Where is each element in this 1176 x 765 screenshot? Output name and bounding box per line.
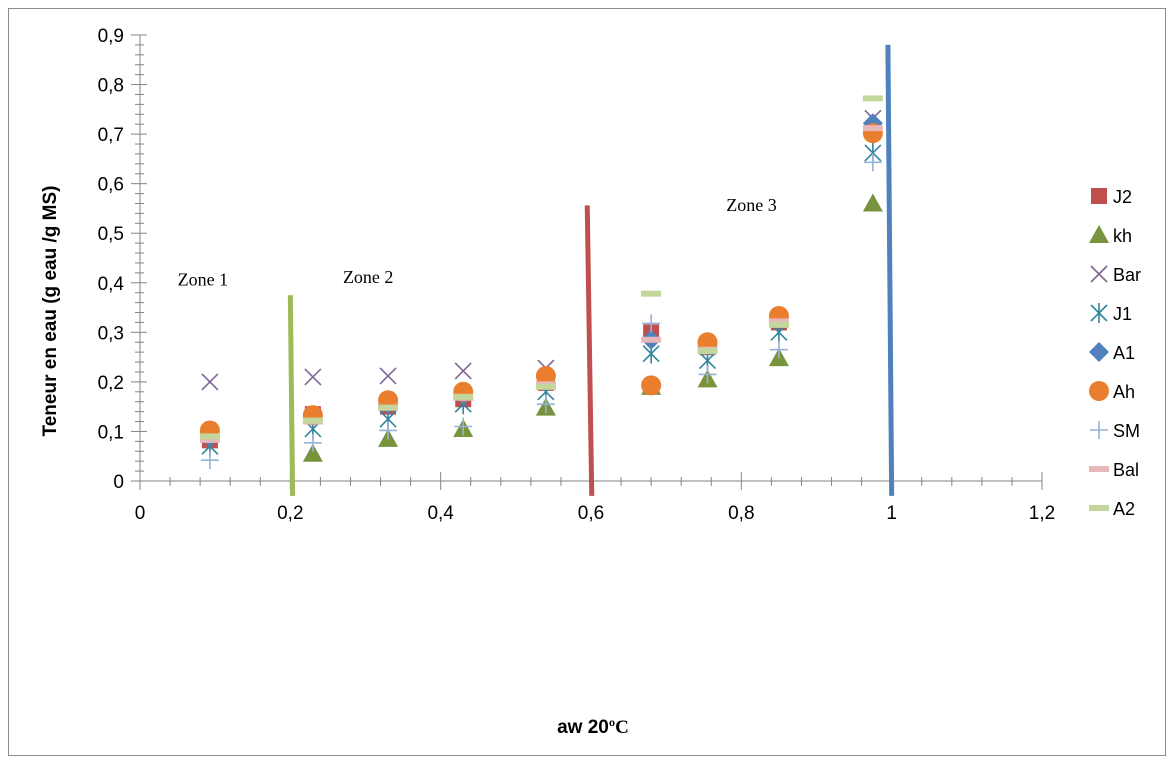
data-point	[199, 436, 220, 443]
x-axis-title-main: aw 20	[557, 717, 609, 738]
legend-swatch	[1090, 421, 1108, 439]
legend-label: Bar	[1113, 265, 1141, 285]
data-point	[304, 368, 322, 386]
data-point	[768, 321, 789, 328]
chart-frame: 0 0,1 0,2 0,3 0,4 0,5 0,6 0,7 0,8 0,9 0 0,2 0,4 0,6 0,…	[8, 8, 1166, 756]
y-tick-label: 0,2	[98, 373, 124, 394]
scatter-chart: 0 0,1 0,2 0,3 0,4 0,5 0,6 0,7 0,8 0,9 0 0,2 0,4 0,6 0,…	[40, 26, 1141, 738]
data-point	[378, 404, 399, 411]
legend-item: A1	[1089, 342, 1135, 363]
data-point	[862, 125, 883, 132]
legend-label: A2	[1113, 499, 1135, 519]
legend-item: J1	[1090, 303, 1132, 324]
legend-swatch	[1090, 265, 1108, 283]
data-point	[302, 417, 323, 424]
zone-label: Zone 2	[343, 267, 393, 287]
data-point	[862, 193, 883, 212]
legend: J2 kh Bar J1 A1 Ah SM Bal A2	[1089, 187, 1141, 519]
data-point	[863, 153, 882, 172]
data-point	[379, 367, 397, 385]
data-point	[641, 290, 662, 297]
tick-labels: 0 0,1 0,2 0,3 0,4 0,5 0,6 0,7 0,8 0,9 0 0,2 0,4 0,6 0,…	[98, 26, 1056, 524]
data-point	[862, 95, 883, 102]
y-axis-title: Teneur en eau (g eau /g MS)	[40, 186, 61, 437]
data-point	[768, 318, 789, 325]
x-tick-label: 0,2	[277, 503, 303, 524]
y-tick-label: 0,4	[98, 274, 125, 295]
data-point	[303, 433, 322, 452]
x-axis-title-unit: ºC	[609, 717, 629, 738]
data-point	[199, 433, 220, 440]
data-point	[454, 362, 472, 380]
legend-label: J2	[1113, 187, 1132, 207]
series-sm	[200, 153, 882, 470]
data-point	[536, 395, 555, 414]
legend-label: kh	[1113, 226, 1132, 246]
legend-label: SM	[1113, 421, 1140, 441]
x-tick-label: 0	[135, 503, 146, 524]
data-point	[698, 365, 717, 384]
legend-swatch	[1090, 303, 1108, 323]
zone-boundary-line	[584, 205, 595, 496]
legend-item: Bal	[1089, 460, 1139, 480]
y-tick-label: 0,1	[98, 422, 124, 443]
legend-item: J2	[1091, 187, 1132, 207]
y-tick-label: 0,7	[98, 125, 124, 146]
data-point	[535, 383, 556, 390]
x-tick-label: 0,8	[728, 503, 754, 524]
zone-label: Zone 3	[726, 195, 776, 215]
zone-boundary-line	[885, 44, 895, 496]
legend-swatch	[1091, 188, 1107, 204]
legend-label: Ah	[1113, 382, 1135, 402]
legend-swatch	[1089, 505, 1109, 511]
x-tick-label: 1	[886, 503, 897, 524]
data-point	[302, 443, 323, 462]
x-tick-label: 0,4	[427, 503, 454, 524]
legend-item: kh	[1089, 225, 1132, 246]
x-axis-title: aw 20ºC	[557, 717, 629, 738]
data-point	[454, 417, 473, 436]
legend-label: Bal	[1113, 460, 1139, 480]
legend-item: Ah	[1089, 381, 1135, 402]
data-point	[769, 340, 788, 359]
legend-swatch	[1089, 342, 1109, 362]
legend-swatch	[1089, 225, 1109, 243]
legend-swatch	[1089, 381, 1109, 401]
data-point	[697, 348, 718, 355]
data-point	[379, 421, 398, 440]
y-tick-label: 0,8	[98, 76, 124, 97]
data-point	[453, 393, 474, 400]
legend-label: A1	[1113, 343, 1135, 363]
y-tick-label: 0,3	[98, 323, 124, 344]
zone-boundary-line	[287, 295, 296, 496]
legend-item: A2	[1089, 499, 1135, 519]
data-point	[200, 451, 219, 470]
zone-boundaries	[287, 44, 895, 496]
series-ah	[199, 123, 883, 441]
x-tick-label: 1,2	[1029, 503, 1055, 524]
series-j2	[201, 123, 881, 449]
legend-item: Bar	[1090, 265, 1141, 285]
data-point	[201, 373, 219, 391]
data-point	[535, 365, 556, 386]
series-a2	[199, 95, 883, 440]
y-tick-label: 0,5	[98, 224, 124, 245]
data-point	[642, 314, 661, 333]
legend-swatch	[1089, 466, 1109, 472]
data-point	[641, 336, 662, 343]
zone-label: Zone 1	[178, 269, 228, 289]
y-tick-label: 0,9	[98, 26, 124, 47]
legend-label: J1	[1113, 304, 1132, 324]
y-tick-label: 0,6	[98, 175, 124, 196]
zone-annotations: Zone 1 Zone 2 Zone 3	[178, 195, 777, 289]
x-tick-label: 0,6	[578, 503, 604, 524]
data-point	[641, 375, 662, 396]
legend-item: SM	[1090, 421, 1140, 441]
y-tick-label: 0	[113, 472, 124, 493]
data-points	[199, 95, 883, 470]
